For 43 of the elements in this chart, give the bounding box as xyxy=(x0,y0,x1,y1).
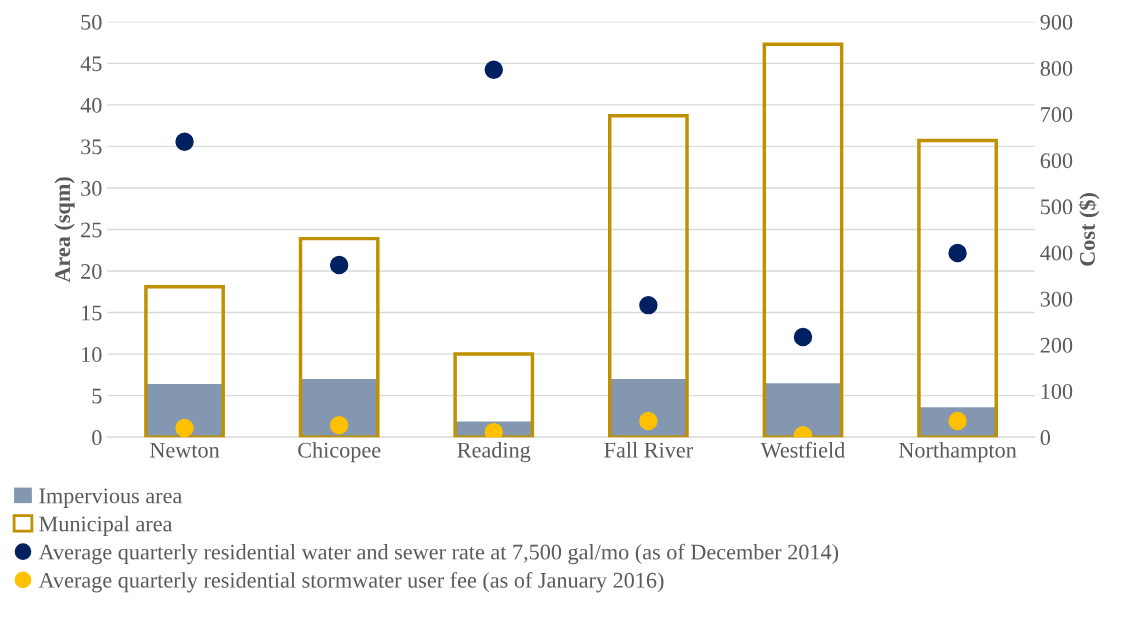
point xyxy=(329,415,349,435)
x-tick-label: Chicopee xyxy=(298,442,381,463)
y2-tick-label: 300 xyxy=(1040,291,1073,307)
y-tick-label: 25 xyxy=(81,222,102,238)
y-tick-label: 45 xyxy=(80,56,102,72)
point xyxy=(484,422,503,438)
point xyxy=(948,243,967,263)
y2-tick-label: 100 xyxy=(1041,383,1073,399)
y2-tick-label: 800 xyxy=(1040,60,1073,76)
y-tick-label: 35 xyxy=(81,139,102,155)
y-tick-label: 15 xyxy=(82,305,102,321)
y-tick-label: 5 xyxy=(92,388,102,404)
y-tick-label: 0 xyxy=(92,430,102,446)
y-tick-label: 50 xyxy=(81,14,102,30)
y2-tick-label: 900 xyxy=(1040,14,1073,30)
y-tick-label: 10 xyxy=(82,347,102,363)
point xyxy=(639,295,658,315)
y2-tick-label: 700 xyxy=(1041,107,1073,123)
y-axis-title: Area (sqm) xyxy=(54,177,75,283)
y2-axis-title: Cost ($) xyxy=(1078,193,1100,266)
y2-tick-label: 400 xyxy=(1040,245,1073,261)
legend-label: Average quarterly residential water and sewer rate at 7,500 gal/mo (as of December 2014) xyxy=(38,543,839,565)
point xyxy=(329,255,349,275)
y2-tick-label: 200 xyxy=(1040,337,1073,353)
x-tick-label: Westfield xyxy=(760,441,846,458)
y-tick-label: 20 xyxy=(81,263,102,279)
point xyxy=(175,418,194,438)
y2-tick-label: 500 xyxy=(1041,199,1073,215)
y-tick-label: 30 xyxy=(81,180,102,196)
x-tick-label: Newton xyxy=(150,442,220,458)
y2-tick-label: 0 xyxy=(1040,430,1051,446)
x-tick-label: Fall River xyxy=(604,442,693,458)
legend-label: Impervious area xyxy=(39,488,182,508)
point xyxy=(639,411,658,431)
point xyxy=(175,132,194,151)
y2-tick-label: 600 xyxy=(1040,153,1073,169)
legend-label: Average quarterly residential stormwater user fee (as of January 2016) xyxy=(38,571,664,593)
legend-label: Municipal area xyxy=(39,515,173,536)
x-tick-label: Reading xyxy=(457,442,531,463)
point xyxy=(793,327,813,347)
y-tick-label: 40 xyxy=(80,97,102,113)
point xyxy=(484,60,503,79)
x-tick-label: Northampton xyxy=(898,442,1017,463)
